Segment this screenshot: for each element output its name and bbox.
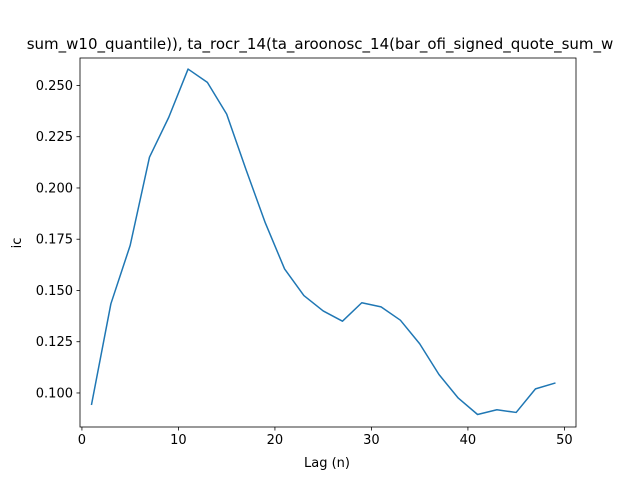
y-tick-label: 0.100	[36, 386, 73, 401]
x-axis-label: Lag (n)	[304, 456, 350, 471]
chart-title: sum_w10_quantile)), ta_rocr_14(ta_aroono…	[27, 35, 614, 54]
axes: 0 10 20 30 40 50 0.100 0.125 0.150 0.175 0.200 0.22…	[36, 57, 577, 448]
series-line-0	[90, 68, 556, 416]
x-tick-label: 50	[556, 433, 573, 448]
x-tick-label: 0	[78, 433, 86, 448]
axes-frame	[79, 57, 577, 428]
y-tick-label: 0.175	[36, 233, 73, 248]
x-tick-label: 10	[170, 433, 187, 448]
y-axis-label: ic	[10, 238, 25, 249]
x-tick-label: 20	[267, 433, 284, 448]
y-tick-label: 0.150	[36, 284, 73, 299]
y-tick-label: 0.250	[36, 79, 73, 94]
y-tick-label: 0.225	[36, 130, 73, 145]
x-tick-label: 30	[363, 433, 380, 448]
y-tick-label: 0.200	[36, 181, 73, 196]
plot-area	[90, 68, 556, 416]
y-tick-label: 0.125	[36, 335, 73, 350]
x-tick-label: 40	[460, 433, 477, 448]
